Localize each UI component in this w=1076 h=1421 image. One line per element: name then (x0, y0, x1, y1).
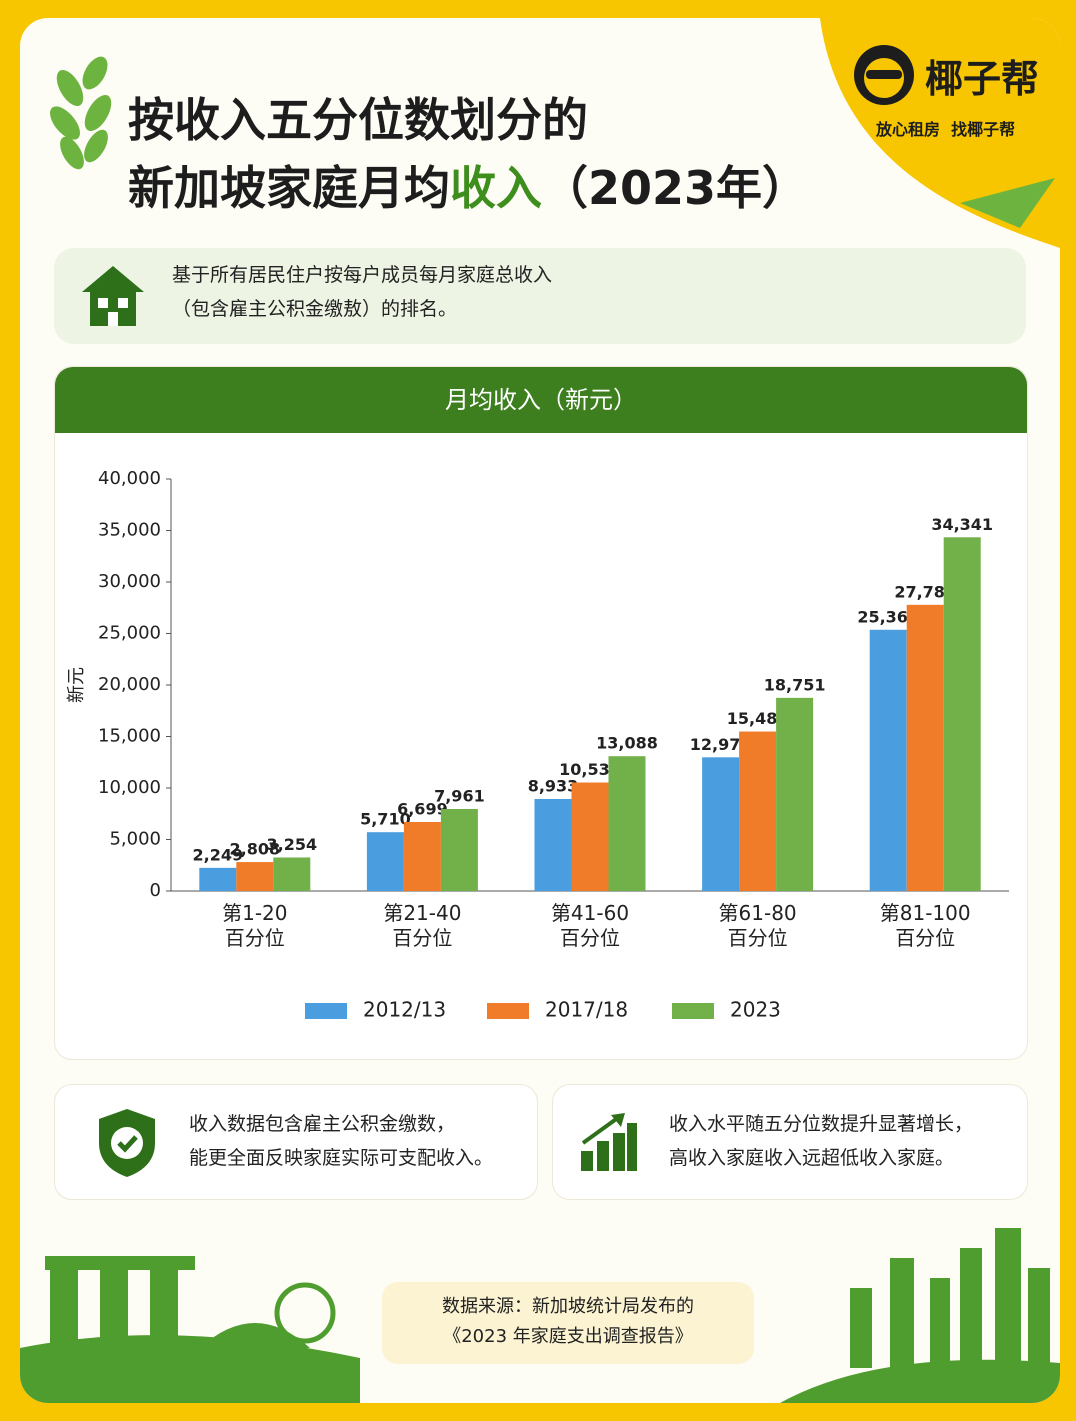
skyline (20, 1228, 1060, 1403)
note-card: 收入水平随五分位数提升显著增长， 高收入家庭收入远超低收入家庭。 (552, 1084, 1028, 1200)
note-card: 收入数据包含雇主公积金缴数， 能更全面反映家庭实际可支配收入。 (54, 1084, 538, 1200)
legend-label: 2023 (730, 998, 781, 1022)
bar (236, 862, 274, 891)
value-label: 15,482 (727, 709, 789, 728)
value-label: 34,341 (931, 515, 993, 534)
legend-label: 2017/18 (545, 998, 628, 1022)
value-label: 12,979 (690, 735, 752, 754)
bar (608, 756, 646, 891)
intro-text: 基于所有居民住户按每户成员每月家庭总收入 （包含雇主公积金缴敖）的排名。 (172, 258, 552, 326)
y-tick-label: 30,000 (98, 571, 161, 592)
logo-icon (854, 45, 914, 105)
note-line: 高收入家庭收入远超低收入家庭。 (669, 1147, 955, 1169)
y-tick-label: 35,000 (98, 520, 161, 541)
bar (366, 832, 404, 891)
growth-icon (581, 1113, 637, 1171)
y-tick-label: 10,000 (98, 777, 161, 798)
bar (403, 822, 441, 891)
logo-slogan: 放心租房 找椰子帮 (876, 120, 1016, 139)
leaves (50, 56, 1055, 228)
value-label: 25,361 (857, 607, 919, 626)
chart-card: 月均收入（新元） 0 5,000 10,000 15,000 20,000 25,000 3… (54, 366, 1028, 1060)
x-tick-label: 第61-80 百分位 (718, 901, 797, 950)
y-tick-label: 40,000 (98, 468, 161, 489)
intro-box: 基于所有居民住户按每户成员每月家庭总收入 （包含雇主公积金缴敖）的排名。 (54, 248, 1026, 344)
shield-icon (99, 1109, 155, 1177)
bar (571, 782, 609, 891)
title-line: 新加坡家庭月均收入（2023年） (128, 152, 808, 218)
value-label: 18,751 (764, 675, 826, 694)
source-line: 《2023 年家庭支出调查报告》 (443, 1326, 693, 1347)
bar (273, 857, 311, 891)
title-part: 新加坡家庭月均 (128, 161, 450, 215)
bar (534, 798, 572, 891)
y-axis-label: 新元 (66, 667, 87, 703)
note-line: 能更全面反映家庭实际可支配收入。 (189, 1147, 494, 1169)
bar (943, 537, 981, 891)
bar (199, 867, 237, 891)
bar (776, 697, 814, 891)
bar (869, 629, 907, 891)
value-label: 27,784 (894, 582, 956, 601)
title-part: （2023年） (542, 161, 809, 215)
value-label: 10,534 (559, 760, 621, 779)
value-label: 6,699 (397, 800, 448, 819)
bar (440, 809, 478, 891)
y-tick-label: 20,000 (98, 674, 161, 695)
source-line: 数据来源：新加坡统计局发布的 (442, 1296, 694, 1317)
source-box: 数据来源：新加坡统计局发布的 《2023 年家庭支出调查报告》 (382, 1282, 754, 1364)
legend-swatch (305, 1003, 347, 1019)
note-text: 收入水平随五分位数提升显著增长， 高收入家庭收入远超低收入家庭。 (669, 1107, 973, 1175)
x-tick-label: 第41-60 百分位 (550, 901, 630, 950)
value-label: 3,254 (266, 835, 317, 854)
note-text: 收入数据包含雇主公积金缴数， 能更全面反映家庭实际可支配收入。 (189, 1107, 493, 1175)
x-tick-label: 第21-40 百分位 (383, 901, 462, 950)
note-line: 收入数据包含雇主公积金缴数， (189, 1113, 456, 1135)
value-label: 13,088 (596, 734, 658, 753)
value-label: 8,933 (528, 776, 579, 795)
bar (702, 757, 740, 891)
y-tick-label: 5,000 (109, 829, 161, 850)
y-tick-label: 0 (150, 880, 161, 901)
house-icon (82, 266, 144, 326)
value-label: 2,808 (229, 840, 280, 859)
value-label: 2,249 (192, 845, 243, 864)
panel: 按收入五分位数划分的 新加坡家庭月均收入（2023年） 椰子帮 放心租房 找椰子… (20, 18, 1060, 1403)
chart-title: 月均收入（新元） (55, 367, 1027, 433)
legend-swatch (487, 1003, 529, 1019)
value-label: 5,710 (360, 810, 411, 829)
intro-line: 基于所有居民住户按每户成员每月家庭总收入 (172, 264, 553, 286)
title-line: 按收入五分位数划分的 (128, 93, 588, 147)
y-tick-label: 25,000 (98, 623, 161, 644)
legend-swatch (672, 1003, 714, 1019)
chart: 0 5,000 10,000 15,000 20,000 25,000 30,000 35,0… (66, 468, 1009, 1022)
value-label: 7,961 (434, 787, 485, 806)
logo-name: 椰子帮 (925, 57, 1040, 101)
note-line: 收入水平随五分位数提升显著增长， (669, 1113, 974, 1135)
x-tick-label: 第81-100 百分位 (879, 901, 971, 950)
legend-label: 2012/13 (363, 998, 446, 1022)
title-highlight: 收入 (450, 161, 542, 215)
bar (906, 604, 944, 891)
bar (739, 731, 777, 891)
y-tick-label: 15,000 (98, 726, 161, 747)
decoration (20, 18, 1060, 1403)
x-tick-label: 第1-20 百分位 (222, 901, 288, 950)
intro-line: （包含雇主公积金缴敖）的排名。 (172, 298, 458, 320)
